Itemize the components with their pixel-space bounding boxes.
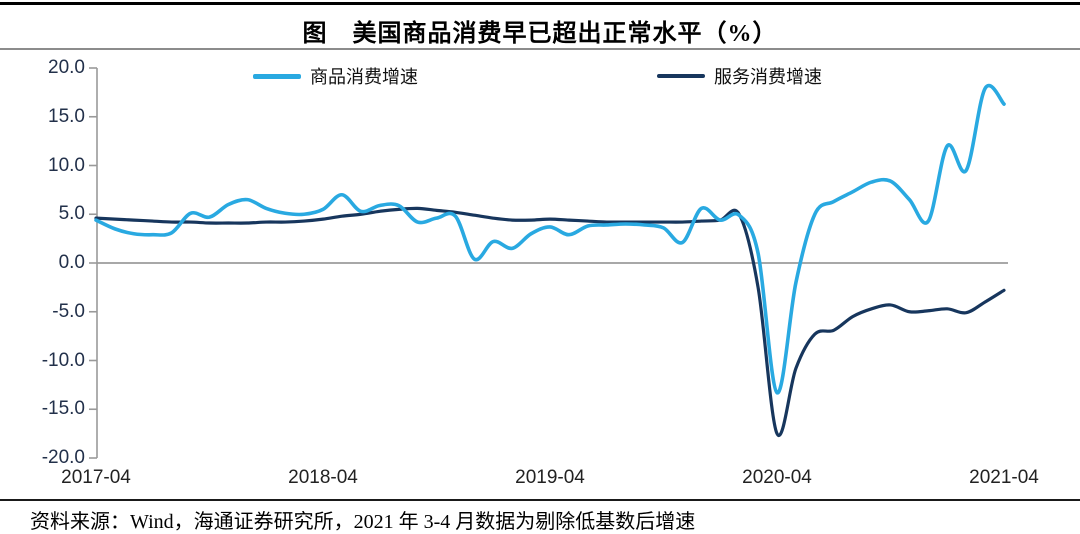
goods-series-line xyxy=(94,84,1006,395)
y-tick-label: -20.0 xyxy=(41,447,85,468)
footer-divider-line xyxy=(0,499,1080,501)
y-tick-label: -5.0 xyxy=(52,300,85,322)
x-tick-label: 2020-04 xyxy=(742,467,812,488)
x-tick-label: 2018-04 xyxy=(288,467,358,488)
x-tick-label: 2021-04 xyxy=(969,467,1039,488)
y-tick-label: -15.0 xyxy=(41,398,85,420)
services-legend-label: 服务消费增速 xyxy=(714,67,822,87)
x-tick-label: 2019-04 xyxy=(515,467,585,488)
title-divider-line xyxy=(0,48,1080,50)
top-border-line xyxy=(0,2,1080,5)
services-legend-line-icon xyxy=(657,74,705,78)
y-tick-label: -10.0 xyxy=(41,349,85,371)
y-tick-label: 0.0 xyxy=(58,252,85,273)
services-series-line xyxy=(94,206,1006,438)
goods-legend-line-icon xyxy=(253,73,301,79)
legend-entry-services: 服务消费增速 xyxy=(657,66,822,87)
y-tick-label: 10.0 xyxy=(48,154,85,176)
chart-title: 图 美国商品消费早已超出正常水平（%） xyxy=(302,21,778,47)
legend-entry-goods: 商品消费增速 xyxy=(253,66,418,87)
goods-legend-label: 商品消费增速 xyxy=(310,67,418,87)
source-note: 资料来源：Wind，海通证券研究所，2021 年 3-4 月数据为剔除低基数后增… xyxy=(30,511,696,533)
y-tick-label: 5.0 xyxy=(58,203,85,225)
x-tick-label: 2017-04 xyxy=(61,467,131,488)
y-tick-label: 15.0 xyxy=(48,105,85,127)
y-tick-label: 20.0 xyxy=(48,57,85,78)
